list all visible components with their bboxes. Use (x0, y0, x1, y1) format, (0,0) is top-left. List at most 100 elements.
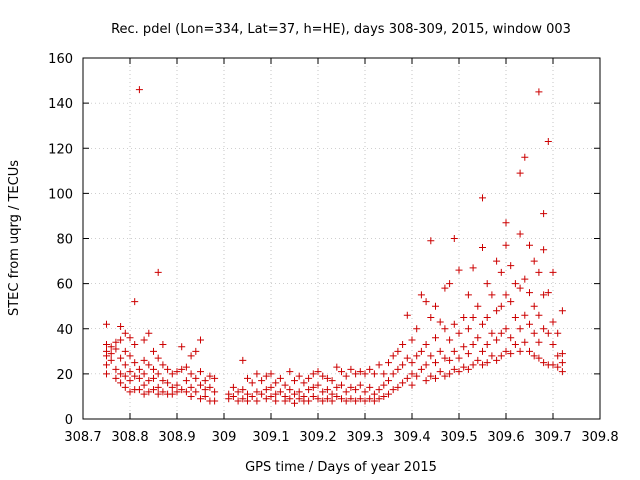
data-point (338, 395, 345, 403)
data-point (464, 365, 472, 373)
data-point (380, 392, 388, 400)
data-point (197, 368, 204, 376)
data-point (516, 230, 524, 238)
data-point (173, 368, 181, 376)
x-axis-label: GPS time / Days of year 2015 (245, 460, 437, 475)
data-point (455, 266, 463, 274)
data-point (488, 291, 496, 299)
data-point (502, 291, 510, 299)
data-point (168, 370, 176, 378)
data-point (408, 370, 416, 378)
data-point (154, 383, 162, 391)
data-point (370, 390, 378, 398)
data-point (305, 374, 313, 382)
data-point (417, 291, 425, 299)
y-tick-label: 20 (56, 368, 73, 383)
data-point (450, 235, 458, 242)
data-point (150, 347, 157, 355)
data-point (319, 388, 327, 396)
data-point (446, 356, 454, 364)
data-point (535, 311, 543, 319)
data-point (272, 379, 280, 387)
y-axis-label: STEC from uqrg / TECUs (7, 160, 22, 316)
data-point (145, 377, 153, 385)
data-point (107, 356, 115, 364)
data-point (112, 338, 120, 346)
data-point (347, 395, 355, 403)
data-point (460, 363, 468, 371)
data-point (164, 379, 172, 387)
data-point (168, 383, 176, 391)
data-point (276, 388, 284, 396)
data-point (295, 388, 303, 396)
data-point (474, 334, 482, 342)
data-point (211, 388, 219, 396)
data-point (131, 341, 139, 349)
data-point (187, 352, 195, 360)
data-point (507, 262, 515, 270)
data-point (192, 374, 200, 382)
data-point (173, 388, 181, 396)
data-point (107, 343, 115, 351)
data-point (328, 397, 336, 405)
data-point (488, 352, 496, 360)
data-point (497, 268, 505, 276)
x-tick-label: 309 (212, 430, 237, 445)
y-tick-label: 100 (48, 187, 73, 202)
data-point (347, 365, 355, 373)
data-point (511, 313, 519, 321)
data-point (352, 370, 360, 378)
data-point (126, 368, 134, 376)
data-point (432, 302, 439, 310)
data-point (479, 361, 486, 369)
data-point (385, 377, 392, 385)
data-point (333, 363, 341, 371)
data-point (291, 399, 298, 407)
data-point (197, 336, 204, 344)
x-tick-label: 308.7 (64, 430, 101, 445)
data-point (446, 336, 454, 344)
data-point (319, 397, 327, 405)
data-point (464, 325, 472, 333)
data-point (432, 359, 439, 367)
data-point (272, 390, 280, 398)
data-point (291, 390, 298, 398)
data-point (239, 356, 247, 364)
data-point (267, 392, 275, 400)
data-point (192, 388, 200, 396)
data-point (253, 388, 261, 396)
data-point (164, 365, 172, 373)
data-point (483, 280, 491, 288)
data-point (455, 368, 463, 376)
data-point (375, 361, 383, 369)
data-point (140, 390, 148, 398)
data-point (422, 341, 430, 349)
data-point (469, 313, 477, 321)
data-point (530, 302, 538, 310)
data-point (117, 370, 125, 378)
data-point (558, 368, 566, 376)
data-point (314, 395, 322, 403)
data-point (356, 368, 364, 376)
data-point (121, 383, 129, 391)
y-tick-label: 160 (48, 52, 73, 67)
data-point (159, 388, 167, 396)
data-point (399, 341, 407, 349)
data-point (521, 275, 529, 283)
data-point (483, 313, 491, 321)
data-point (244, 374, 251, 382)
data-point (436, 347, 444, 355)
data-point (389, 386, 397, 394)
data-point (338, 368, 345, 376)
data-point (159, 377, 167, 385)
data-point (182, 363, 190, 371)
data-point (286, 368, 294, 376)
data-point (558, 350, 566, 358)
data-point (159, 341, 167, 349)
data-point (507, 350, 515, 358)
data-point (150, 386, 157, 394)
data-point (309, 370, 317, 378)
data-point (413, 372, 421, 380)
data-point (389, 370, 397, 378)
data-point (408, 359, 416, 367)
